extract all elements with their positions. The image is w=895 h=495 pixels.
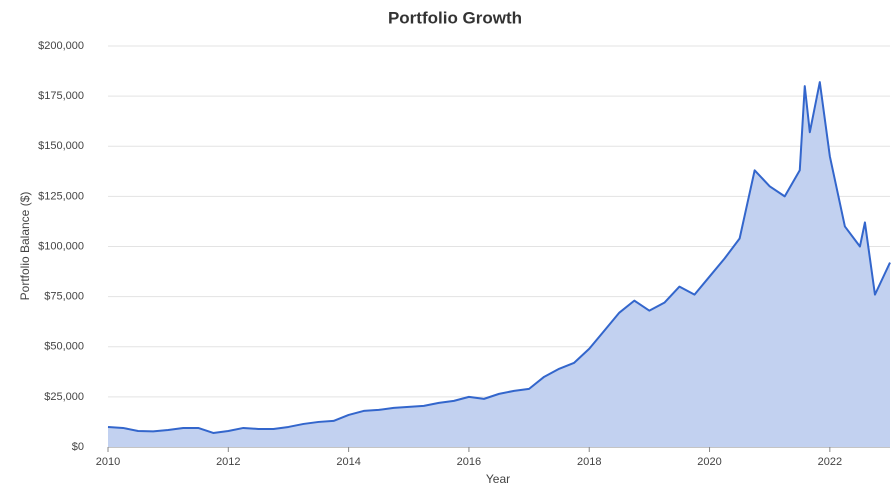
y-tick-label: $125,000 <box>38 190 84 202</box>
y-tick-label: $100,000 <box>38 240 84 252</box>
y-tick-label: $175,000 <box>38 90 84 102</box>
area-line <box>107 81 891 434</box>
y-tick-label: $75,000 <box>44 291 84 303</box>
chart-title: Portfolio Growth <box>388 8 522 27</box>
x-axis-title: Year <box>486 472 510 486</box>
x-tick-label: 2022 <box>818 456 842 468</box>
x-tick-label: 2014 <box>336 456 360 468</box>
y-axis-title: Portfolio Balance ($) <box>18 192 32 301</box>
y-tick-label: $50,000 <box>44 341 84 353</box>
y-tick-label: $200,000 <box>38 40 84 52</box>
area-fill <box>108 82 890 447</box>
x-tick-label: 2010 <box>96 456 120 468</box>
x-tick-label: 2016 <box>457 456 481 468</box>
y-tick-label: $150,000 <box>38 140 84 152</box>
x-tick-label: 2018 <box>577 456 601 468</box>
y-tick-label: $0 <box>72 441 84 453</box>
y-tick-label: $25,000 <box>44 391 84 403</box>
x-tick-label: 2012 <box>216 456 240 468</box>
x-tick-label: 2020 <box>697 456 721 468</box>
